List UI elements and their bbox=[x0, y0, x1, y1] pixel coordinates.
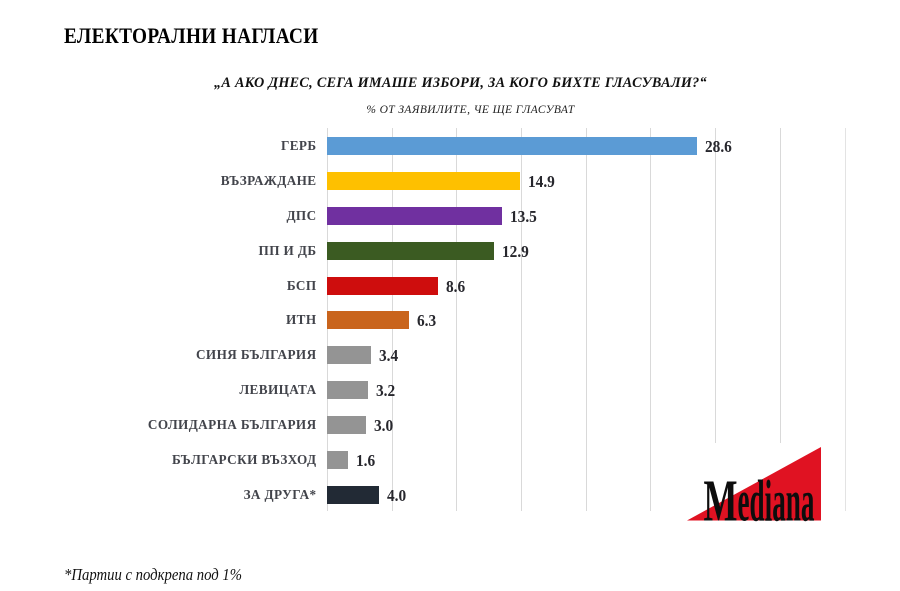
svg-text:M: M bbox=[704, 468, 738, 531]
svg-text:ediana: ediana bbox=[738, 468, 815, 531]
